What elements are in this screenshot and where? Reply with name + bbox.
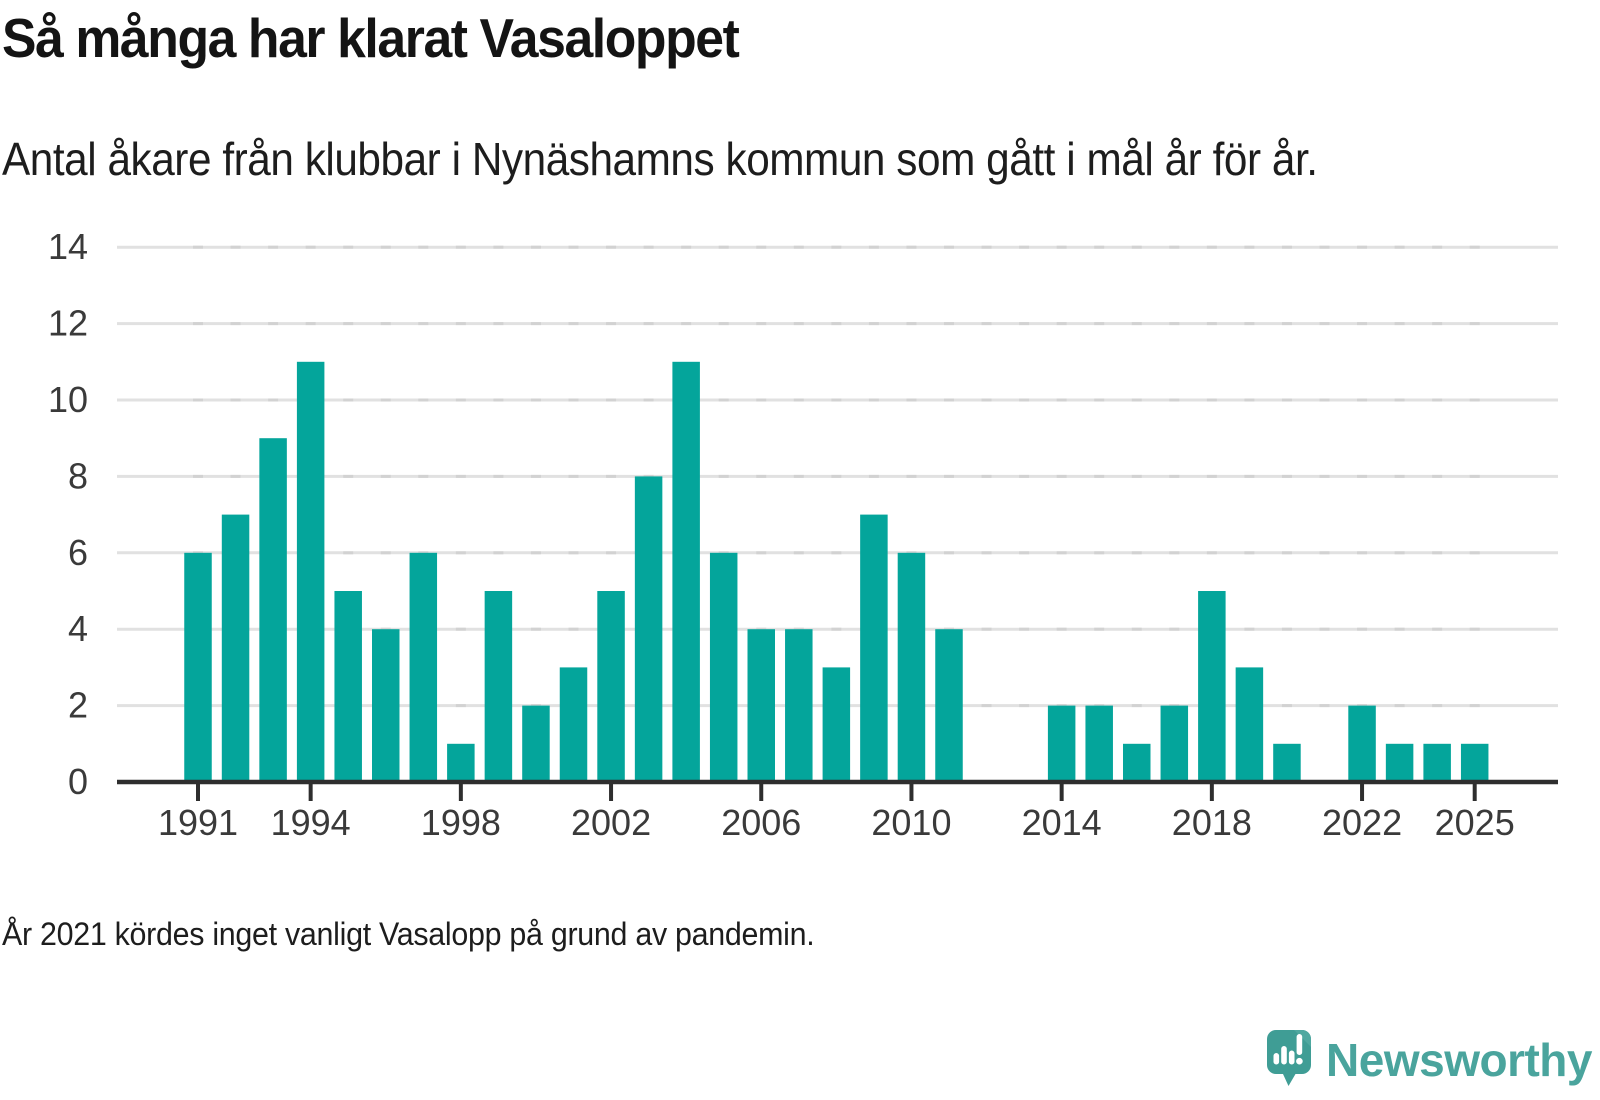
page-title: Så många har klarat Vasaloppet [2, 7, 740, 69]
bar-1992 [221, 514, 250, 782]
logo-bar-tall [1281, 1045, 1287, 1064]
bar-1995 [334, 591, 362, 782]
bar-chart: 1991 1994 1998 2002 2006 2010 2014 2018 2022 2025… [0, 225, 1600, 865]
x-tick-label-2018: 2018 [1172, 802, 1252, 843]
bar-2024 [1423, 743, 1451, 782]
bar-chart-svg: 1991 1994 1998 2002 2006 2010 2014 2018 2022 2025… [48, 226, 1558, 843]
bar-2011 [935, 629, 963, 782]
bar-1994 [296, 361, 325, 782]
bar-2022 [1348, 705, 1376, 782]
bar-2016 [1123, 743, 1151, 782]
newsworthy-logo: Newsworthy [1266, 1029, 1592, 1092]
bar-2020 [1273, 743, 1301, 782]
x-tick-label-1998: 1998 [421, 802, 501, 843]
bar-2014 [1047, 705, 1076, 782]
bar-1996 [372, 629, 400, 782]
bar-2006 [747, 629, 775, 782]
bar-2007 [785, 629, 813, 782]
x-tick-label-1991: 1991 [158, 802, 238, 843]
y-axis-label-10: 10 [48, 379, 88, 420]
bar-2010 [897, 552, 926, 782]
bar-1999 [484, 591, 513, 782]
newsworthy-brand-text: Newsworthy [1326, 1034, 1592, 1086]
bar-2005 [709, 552, 738, 782]
x-tick-label-2002: 2002 [571, 802, 651, 843]
x-tick-label-2006: 2006 [721, 802, 801, 843]
y-axis-label-12: 12 [48, 303, 88, 344]
bar-1991 [184, 552, 212, 782]
bar-2017 [1160, 705, 1189, 782]
bar-1998 [447, 743, 475, 782]
chart-footnote: År 2021 kördes inget vanligt Vasalopp på… [2, 916, 815, 952]
x-tick-label-2010: 2010 [871, 802, 951, 843]
y-axis-label-14: 14 [48, 226, 88, 267]
bar-2000 [522, 705, 550, 782]
y-axis-label-8: 8 [68, 455, 88, 496]
bar-2015 [1085, 705, 1113, 782]
bar-2023 [1385, 743, 1414, 782]
logo-bar-medium [1288, 1050, 1295, 1064]
bar-2004 [672, 361, 700, 782]
newsworthy-speech-bubble-chart-icon [1266, 1029, 1312, 1092]
y-axis-label-2: 2 [68, 685, 88, 726]
bar-2025 [1460, 743, 1489, 782]
logo-exclamation-stem [1296, 1033, 1303, 1055]
bar-1993 [259, 438, 287, 782]
x-tick-label-2022: 2022 [1322, 802, 1402, 843]
bar-2008 [822, 667, 851, 782]
bar-2019 [1235, 667, 1264, 782]
bar-1997 [409, 552, 438, 782]
logo-bar-short [1273, 1052, 1280, 1064]
x-tick-label-2014: 2014 [1022, 802, 1102, 843]
chart-subtitle: Antal åkare från klubbar i Nynäshamns ko… [2, 133, 1318, 185]
x-tick-label-1994: 1994 [271, 802, 351, 843]
y-axis-label-4: 4 [68, 608, 88, 649]
y-axis-label-6: 6 [68, 532, 88, 573]
y-axis-label-0: 0 [68, 761, 88, 802]
bar-2002 [597, 591, 625, 782]
bar-2001 [559, 667, 588, 782]
logo-exclamation-dot [1296, 1057, 1303, 1064]
bar-2003 [634, 476, 663, 782]
x-tick-label-2025: 2025 [1435, 802, 1515, 843]
bar-2009 [860, 514, 888, 782]
bar-2018 [1198, 591, 1226, 782]
